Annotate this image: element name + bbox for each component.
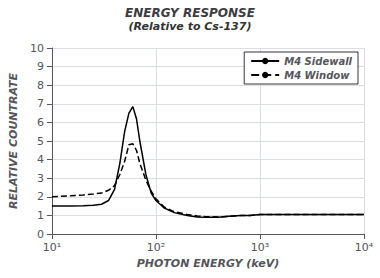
svg-text:2: 2 [37,190,44,203]
svg-text:M4 Sidewall: M4 Sidewall [284,56,352,67]
svg-text:6: 6 [37,116,44,129]
svg-text:10³: 10³ [251,241,269,254]
svg-text:(Relative to Cs-137): (Relative to Cs-137) [129,20,252,33]
svg-text:ENERGY RESPONSE: ENERGY RESPONSE [125,6,256,20]
svg-text:M4 Window: M4 Window [284,70,350,81]
svg-text:PHOTON ENERGY (keV): PHOTON ENERGY (keV) [137,257,280,270]
svg-text:7: 7 [37,97,44,110]
svg-text:5: 5 [37,135,44,148]
svg-text:0: 0 [37,228,44,241]
svg-text:10²: 10² [147,241,165,254]
svg-text:10⁴: 10⁴ [355,241,374,254]
svg-text:10¹: 10¹ [43,241,61,254]
svg-text:3: 3 [37,172,44,185]
svg-text:1: 1 [37,209,44,222]
svg-text:RELATIVE COUNTRATE: RELATIVE COUNTRATE [7,73,20,209]
svg-text:4: 4 [37,153,44,166]
svg-text:10: 10 [30,42,44,55]
svg-text:9: 9 [37,60,44,73]
svg-text:8: 8 [37,79,44,92]
